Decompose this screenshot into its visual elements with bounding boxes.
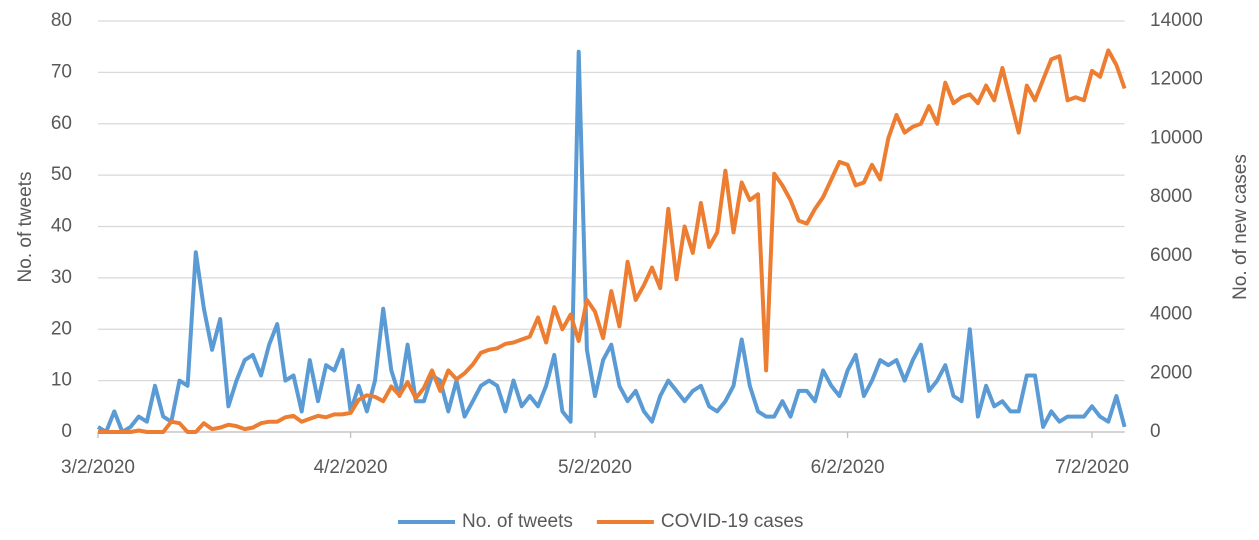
- y-tick-label: 40: [51, 216, 72, 237]
- y2-tick-label: 4000: [1150, 304, 1192, 325]
- y-tick-label: 20: [51, 318, 72, 339]
- y2-tick-label: 2000: [1150, 362, 1192, 383]
- y2-axis-label: No. of new cases: [1230, 154, 1251, 300]
- x-tick-label: 7/2/2020: [1055, 457, 1129, 478]
- y2-tick-label: 10000: [1150, 127, 1203, 148]
- y2-tick-label: 12000: [1150, 69, 1203, 90]
- x-tick-label: 3/2/2020: [61, 457, 135, 478]
- y-tick-label: 0: [61, 421, 72, 442]
- y-tick-label: 70: [51, 61, 72, 82]
- y2-tick-label: 0: [1150, 421, 1161, 442]
- y-tick-label: 10: [51, 370, 72, 391]
- x-tick-label: 6/2/2020: [811, 457, 885, 478]
- y-tick-label: 80: [51, 10, 72, 31]
- y2-tick-label: 14000: [1150, 10, 1203, 31]
- legend-label: COVID-19 cases: [661, 511, 804, 532]
- y2-tick-label: 6000: [1150, 245, 1192, 266]
- y-tick-label: 60: [51, 113, 72, 134]
- y-tick-label: 30: [51, 267, 72, 288]
- y2-tick-label: 8000: [1150, 186, 1192, 207]
- series-line: [98, 48, 1127, 434]
- y-tick-label: 50: [51, 164, 72, 185]
- y-axis-label: No. of tweets: [15, 172, 36, 283]
- x-tick-label: 4/2/2020: [314, 457, 388, 478]
- x-tick-label: 5/2/2020: [558, 457, 632, 478]
- series-line: [96, 49, 1127, 434]
- legend-label: No. of tweets: [462, 511, 573, 532]
